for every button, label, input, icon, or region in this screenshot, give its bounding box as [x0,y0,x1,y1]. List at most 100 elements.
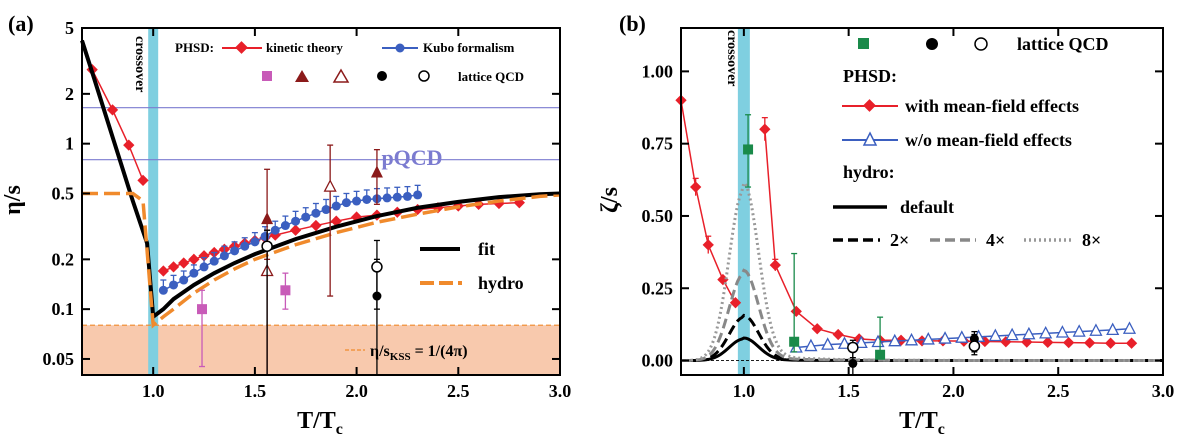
point-lattice-triangle-filled [370,165,383,178]
panel-b-xlabel: T/Tc [899,408,945,438]
legend-b-4x-label: 4× [986,230,1005,250]
panel-b: (b) 1.0 1.5 2.0 2.5 3.00.000.250.500.751.00 … [597,11,1174,438]
line-kinetic-theory-low [91,69,144,181]
legend-lattice-circle-open [418,70,430,82]
panel-a-frame [81,27,561,376]
point-with-mean-field-effects [1083,337,1096,349]
point-lattice-triangle-open [323,179,337,192]
point-kubo-formalism [382,193,392,203]
xtick-label-b: 3.0 [1152,381,1175,401]
panel-b-ticks: 1.0 1.5 2.0 2.5 3.0 0.00 0.25 0.50 0.75 1.00 [642,28,1175,401]
legend-kinetic-marker [235,41,248,54]
point-kubo-formalism [189,268,199,278]
point-with-mean-field-effects [702,239,714,251]
point-lattice-square [743,144,754,155]
point-kubo-formalism [169,280,179,290]
panel-a-label: (a) [8,11,34,36]
point-w-o-mean-field-effects [871,334,885,348]
xtick-label-b: 1.0 [733,381,756,401]
point-kubo-formalism [179,275,189,285]
point-kubo-formalism [199,262,209,272]
panel-a-ticks: 1.0 1.5 2.0 2.5 3.0 0.05 0.1 0.2 0.5 1 2 5 [43,18,572,401]
point-w-o-mean-field-effects [938,331,952,344]
crossover-band [148,28,159,375]
point-kubo-formalism [260,231,270,241]
point-with-mean-field-effects [1042,336,1054,348]
point-w-o-mean-field-effects [955,330,969,343]
crossover-label-b: crossover [724,30,739,87]
legend-lattice-triangle [295,70,309,82]
xtick-label-a: 3.0 [549,381,572,401]
point-w-o-mean-field-effects [821,337,835,350]
point-kubo-formalism [291,216,301,226]
ytick-label-a: 1 [65,134,74,154]
panel-b-ylabel: ζ/s [597,187,623,213]
point-kubo-formalism [341,198,351,208]
line-with-mean-field-effects-high [764,129,1132,344]
point-kubo-formalism [250,237,260,247]
legend-lattice-square [262,71,272,81]
point-w-o-mean-field-effects [888,333,902,347]
point-w-o-mean-field-effects [1005,327,1019,341]
legend-kss-label: η/sKSS = 1/(4π) [370,343,468,363]
point-lattice-circle-filled [848,358,858,368]
panel-a-xlabel: T/Tc [297,408,343,438]
point-lattice-square [197,304,208,315]
point-w-o-mean-field-effects [1106,322,1120,336]
kss-region [82,325,560,375]
ytick-label-a: 5 [65,18,74,38]
point-w-o-mean-field-effects [1089,323,1103,336]
point-lattice-triangle-filled [261,212,274,225]
ytick-label-b: 0.00 [642,351,674,371]
point-kinetic-theory [137,174,149,187]
point-kubo-formalism [209,256,219,266]
point-kubo-formalism [301,212,311,222]
point-kubo-formalism [270,225,280,235]
point-with-mean-field-effects [1063,336,1075,349]
point-kubo-formalism [230,246,240,256]
legend-hydro-label: hydro [478,273,524,293]
ytick-label-a: 0.5 [52,183,75,203]
point-kinetic-theory [289,224,302,236]
ytick-label-a: 2 [65,84,74,104]
xtick-label-b: 1.5 [837,381,860,401]
point-lattice-square [875,349,886,360]
point-kinetic-theory [188,253,200,265]
legend-b-lattice-circle [926,38,938,50]
legend-lattice-circle [377,71,387,81]
point-with-mean-field-effects [832,328,844,341]
point-kubo-formalism [311,208,321,218]
panel-b-label: (b) [619,11,646,36]
point-kubo-formalism [392,192,402,202]
point-kinetic-theory [106,104,119,116]
line-fit [80,39,561,321]
point-with-mean-field-effects [811,323,823,335]
legend-b-hydro-title: hydro: [843,162,895,182]
point-kinetic-theory [310,219,322,232]
point-w-o-mean-field-effects [1122,321,1137,334]
point-w-o-mean-field-effects [988,328,1002,342]
ytick-label-b: 1.00 [642,61,674,81]
legend-b-default-label: default [900,197,954,217]
point-lattice-square [789,336,800,347]
point-kinetic-theory [157,265,170,277]
point-lattice-circle-open [371,261,383,273]
point-with-mean-field-effects [729,297,742,309]
panel-a-ylabel: η/s [0,185,26,215]
point-with-mean-field-effects [769,259,781,271]
legend-b-with-marker [863,99,876,112]
line-hydro-4× [680,268,1164,363]
point-w-o-mean-field-effects [1072,324,1086,337]
point-with-mean-field-effects [1104,337,1117,349]
legend-lattice-triangle-open [332,68,350,83]
legend-phsd-prefix: PHSD: [175,40,214,55]
point-kubo-formalism [413,190,423,200]
point-w-o-mean-field-effects [921,332,935,345]
legend-b: lattice QCD PHSD: with mean-field effect… [833,34,1108,250]
legend-lattice-label: lattice QCD [458,69,524,84]
legend-fit-label: fit [478,239,495,259]
crossover-label-a: crossover [132,36,147,93]
line-with-mean-field-effects-low [680,100,737,304]
point-kinetic-theory [178,257,190,269]
